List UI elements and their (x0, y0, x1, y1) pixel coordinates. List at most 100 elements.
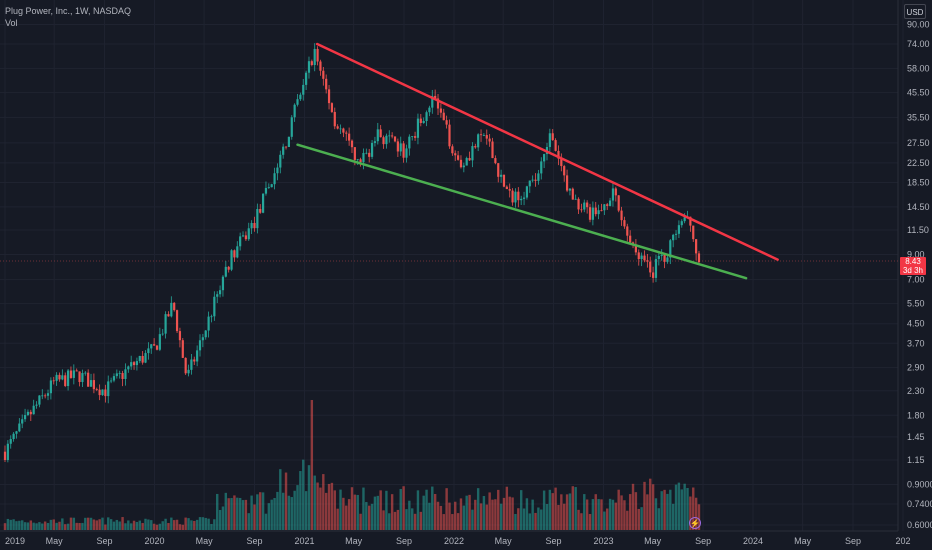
bar-countdown: 3d 3h (902, 266, 924, 275)
volume-bar (221, 506, 225, 530)
candle-body (413, 136, 417, 138)
lightning-bolt-icon[interactable]: ⚡ (689, 517, 701, 529)
candle-body (224, 266, 227, 277)
candle-body (531, 179, 534, 181)
candlestick-series (3, 43, 701, 463)
volume-bar (606, 508, 609, 530)
volume-bar (23, 522, 27, 530)
volume-bar (433, 493, 437, 530)
candle-body (130, 362, 133, 367)
candle-body (399, 143, 402, 152)
x-axis[interactable]: 2019 May Sep 2020 May Sep 2021 May Sep 2022 May Sep… (5, 536, 911, 546)
volume-bar (129, 523, 133, 530)
volume-bar (319, 487, 322, 530)
volume-bar (494, 499, 497, 530)
y-tick-label: 0.7400 (907, 499, 932, 509)
candle-body (657, 255, 660, 259)
volume-bar (124, 523, 127, 530)
candle-body (586, 202, 589, 208)
volume-bar (345, 505, 348, 530)
x-tick-label: May (495, 536, 513, 546)
candle-body (282, 146, 285, 155)
candle-body (350, 140, 354, 148)
volume-bar (356, 494, 359, 530)
candle-body (173, 302, 176, 311)
volume-bar (488, 492, 491, 530)
candle-body (597, 210, 600, 215)
candle-body (485, 135, 488, 139)
support-trendline (296, 143, 748, 280)
candle-body (436, 98, 440, 109)
y-axis[interactable]: 90.00 74.00 58.00 45.50 35.50 27.50 22.50 18.50… (907, 19, 932, 530)
candle-body (393, 136, 397, 142)
volume-bar (78, 522, 81, 530)
candle-body (92, 380, 95, 390)
candle-body (64, 375, 67, 387)
currency-button[interactable]: USD (904, 4, 926, 19)
candle-body (299, 94, 302, 100)
candle-body (250, 223, 253, 229)
x-tick-label: 2020 (145, 536, 165, 546)
volume-bar (669, 489, 672, 530)
volume-bar (666, 493, 669, 530)
volume-bar (534, 512, 537, 530)
volume-bar (29, 520, 33, 530)
volume-bar (18, 520, 21, 530)
candle-body (210, 316, 213, 318)
candle-body (305, 72, 308, 85)
candle-body (697, 253, 701, 263)
volume-bar (144, 518, 147, 530)
candle-body (322, 70, 325, 79)
volume-bar (336, 508, 339, 530)
candle-body (244, 235, 247, 240)
candle-body (95, 389, 98, 390)
candle-body (382, 137, 385, 145)
candle-body (12, 433, 15, 440)
candle-body (181, 340, 184, 358)
candle-body (502, 174, 506, 187)
volume-bar (560, 494, 563, 530)
candle-body (488, 138, 491, 142)
candle-body (468, 158, 471, 161)
candle-body (465, 158, 468, 166)
volume-bar (253, 504, 256, 530)
candle-body (454, 153, 457, 156)
volume-bar (147, 519, 150, 530)
volume-bar (324, 492, 328, 530)
volume-bar (81, 522, 84, 530)
volume-bar (540, 509, 543, 530)
volume-bar (187, 518, 190, 530)
volume-bar (193, 520, 196, 530)
volume-bar (127, 520, 130, 530)
candle-body (325, 78, 328, 90)
volume-bar (109, 519, 113, 530)
volume-bar (230, 498, 233, 530)
volume-bar (121, 517, 124, 530)
candle-body (606, 204, 609, 206)
volume-bar (84, 517, 87, 530)
candle-body (474, 146, 477, 148)
candle-body (207, 316, 210, 331)
candle-body (201, 337, 204, 341)
volume-bar (600, 499, 603, 530)
candle-body (3, 451, 7, 461)
volume-bar (686, 487, 689, 530)
candle-body (52, 380, 55, 382)
volume-bar (107, 517, 110, 530)
candle-body (540, 161, 543, 174)
candle-body (551, 133, 554, 141)
volume-bar (299, 471, 302, 530)
volume-bar (316, 482, 319, 530)
candle-body (571, 188, 574, 200)
candle-body (184, 357, 187, 374)
volume-bar (104, 524, 107, 530)
volume-bar (646, 494, 649, 530)
volume-bar (118, 521, 121, 530)
candle-body (411, 136, 414, 137)
volume-bar (548, 489, 552, 530)
volume-bar (626, 510, 629, 530)
volume-bar (594, 494, 597, 530)
candle-body (302, 84, 305, 95)
y-tick-label: 74.00 (907, 39, 930, 49)
